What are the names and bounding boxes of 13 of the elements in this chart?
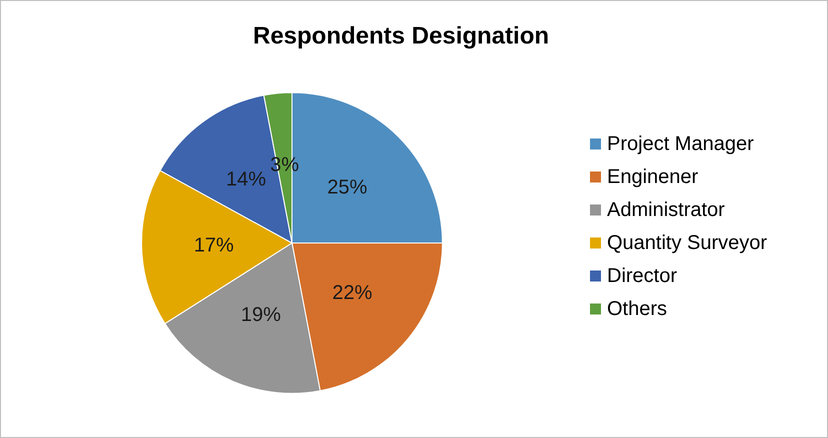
data-label: 17% <box>194 234 234 256</box>
data-label: 22% <box>332 282 372 304</box>
data-label: 19% <box>240 304 282 326</box>
legend-label: Director <box>607 265 678 287</box>
legend-label: Project Manager <box>607 133 754 155</box>
legend-label: Others <box>607 298 668 320</box>
data-label: 25% <box>327 176 368 199</box>
legend-label: Administrator <box>607 199 726 221</box>
legend-label: Quantity Surveyor <box>607 232 768 254</box>
chart-title: Respondents Designation <box>252 22 550 50</box>
data-label: 14% <box>226 168 266 191</box>
data-label: 3% <box>270 154 300 176</box>
legend-label: Enginener <box>607 166 699 188</box>
